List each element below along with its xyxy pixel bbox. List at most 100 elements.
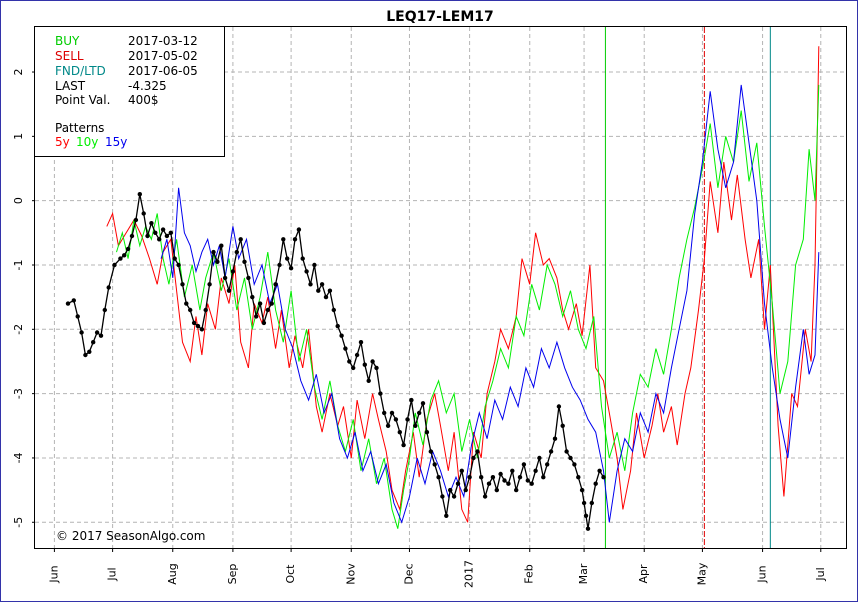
info-box-frame [34,26,225,157]
x-tick-label: Oct [284,564,297,584]
patterns-label: Patterns [55,121,104,135]
series-leq17-lem17-point [593,481,598,486]
chart-title: LEQ17-LEM17 [386,9,494,25]
series-leq17-lem17-point [389,410,395,416]
series-leq17-lem17-point [597,468,602,473]
series-leq17-lem17-point [238,237,243,242]
series-leq17-lem17-point [451,494,457,499]
series-leq17-lem17-point [581,500,587,506]
series-leq17-lem17-point [191,320,197,326]
series-leq17-lem17-point [506,481,511,486]
series-leq17-lem17-point [242,259,247,264]
series-leq17-lem17-point [420,401,426,406]
series-layer [65,46,820,531]
series-leq17-lem17-point [261,320,267,326]
series-leq17-lem17-point [230,269,236,274]
fnd-label: FND/LTD [55,64,106,78]
y-tick-label: 0 [12,197,25,204]
series-leq17-lem17-point [545,462,550,467]
plot-area [34,26,847,549]
series-leq17-lem17-point [125,246,131,252]
x-tick-label: Sep [226,564,239,585]
series-leq17-lem17-point [277,262,282,268]
series-leq17-lem17-point [514,487,519,493]
series-leq17-lem17-point [572,462,577,467]
series-leq17-lem17-point [576,475,581,480]
series-leq17-lem17-point [351,365,356,371]
series-leq17-lem17-point [560,423,565,428]
series-leq17-lem17-point [537,455,542,461]
series-leq17-lem17-point [168,230,173,235]
series-leq17-lem17-point [281,237,286,242]
series-leq17-lem17-point [319,282,325,287]
legend-15y: 15y [105,135,127,149]
series-leq17-lem17-point [75,314,80,319]
series-leq17-lem17-point [265,307,270,313]
series-15y-line [160,84,820,524]
series-leq17-lem17-point [65,301,71,306]
series-leq17-lem17-point [188,307,193,313]
series-leq17-lem17-point [195,323,201,329]
y-tick-label: -5 [12,517,25,528]
series-leq17-lem17-point [226,288,232,293]
series-leq17-lem17-point [312,262,317,268]
series-leq17-lem17-point [490,475,496,480]
series-leq17-lem17-point [300,256,305,261]
series-leq17-lem17-point [145,233,150,239]
series-leq17-lem17-point [133,217,139,223]
series-10y-line [116,84,820,529]
series-leq17-lem17-point [316,288,321,293]
series-leq17-lem17-point [180,282,185,287]
series-leq17-lem17-point [579,487,585,493]
x-axis: Jun Jul Aug Sep Oct Nov Dec 2017 Feb Mar Apr May Jun… [47,548,827,588]
series-leq17-lem17-point [405,417,410,422]
series-leq17-lem17-point [424,430,430,435]
x-tick-label: Nov [344,563,357,585]
series-leq17-lem17-point [141,211,146,216]
series-leq17-lem17-point [502,478,507,483]
series-leq17-lem17-point [137,192,142,197]
point-value-label: Point Val. [55,93,110,107]
series-leq17-lem17-point [83,352,88,358]
series-leq17-lem17-point [417,410,422,416]
series-leq17-lem17-point [304,269,309,274]
series-leq17-lem17-point [339,333,344,338]
series-leq17-lem17-point [308,282,313,287]
x-tick-label: Jun [756,565,769,583]
y-tick-label: -2 [12,324,25,335]
series-leq17-lem17-point [432,462,437,467]
series-leq17-lem17-point [207,282,212,287]
copyright: © 2017 SeasonAlgo.com [56,529,205,543]
buy-date: 2017-03-12 [128,34,198,48]
series-leq17-lem17-point [366,378,371,383]
series-leq17-lem17-point [354,352,360,358]
last-value: -4.325 [128,79,167,93]
series-leq17-lem17-point [370,359,375,364]
series-leq17-lem17-point [440,494,445,499]
series-leq17-lem17-point [510,468,515,473]
legend-10y: 10y [76,135,98,149]
series-leq17-lem17-point [157,237,162,242]
series-leq17-lem17-point [79,330,84,335]
series-leq17-lem17-point [160,227,166,232]
series-leq17-lem17-point [296,227,302,232]
series-leq17-lem17-point [475,449,480,454]
x-tick-label: Jun [47,565,60,583]
series-leq17-lem17-point [568,455,573,461]
series-leq17-lem17-point [382,410,387,416]
y-tick-label: 1 [12,133,25,140]
series-leq17-lem17-point [548,449,554,454]
series-leq17-lem17-point [397,430,402,435]
series-leq17-lem17-point [219,243,224,248]
series-leq17-lem17-point [112,262,117,268]
series-leq17-lem17-point [254,314,259,319]
series-leq17-lem17-point [436,475,441,480]
series-leq17-lem17-point [335,323,340,329]
series-leq17-lem17-point [98,333,104,338]
series-leq17-lem17-point [122,253,127,258]
x-tick-label: Jul [106,567,119,581]
series-leq17-lem17-point [234,249,239,255]
series-leq17-lem17-point [601,475,606,480]
series-leq17-lem17-point [106,285,111,290]
